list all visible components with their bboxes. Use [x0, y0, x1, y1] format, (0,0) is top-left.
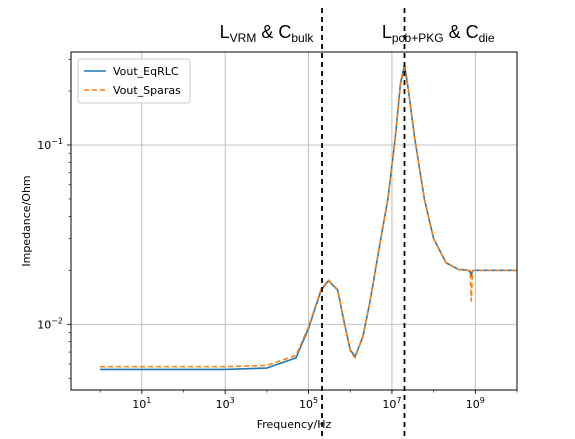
grid-lines	[71, 52, 517, 390]
x-tick-label: 101	[132, 396, 151, 411]
legend-box	[77, 58, 191, 104]
x-tick-label: 103	[216, 396, 235, 411]
plot-area: 101 103 105 107 109 10−2 10−1	[37, 51, 518, 411]
region-annotations: LVRM & Cbulk Lpcb+PKG & Cdie	[220, 22, 495, 45]
y-tick-label: 10−1	[37, 137, 63, 152]
region-annotation-1: LVRM & Cbulk	[220, 22, 315, 45]
plot-background	[71, 52, 517, 390]
legend-label-vout-sparas: Vout_Sparas	[113, 84, 181, 97]
series-line-vout-sparas	[100, 66, 517, 368]
axis-ticks: 101 103 105 107 109 10−2 10−1	[37, 59, 518, 411]
y-tick-label: 10−2	[37, 316, 63, 331]
legend-label-vout-eqrlc: Vout_EqRLC	[113, 65, 179, 78]
x-tick-label: 109	[466, 396, 485, 411]
x-axis-label: Frequency/Hz	[257, 418, 332, 431]
y-axis-label: Impedance/Ohm	[20, 175, 33, 266]
series-line-vout-eqrlc	[100, 63, 517, 371]
x-tick-label: 105	[299, 396, 318, 411]
legend: Vout_EqRLC Vout_Sparas	[77, 58, 191, 104]
region-annotation-2: Lpcb+PKG & Cdie	[382, 22, 495, 45]
series-layer	[100, 63, 517, 371]
plot-frame	[70, 51, 518, 391]
x-tick-label: 107	[382, 396, 401, 411]
